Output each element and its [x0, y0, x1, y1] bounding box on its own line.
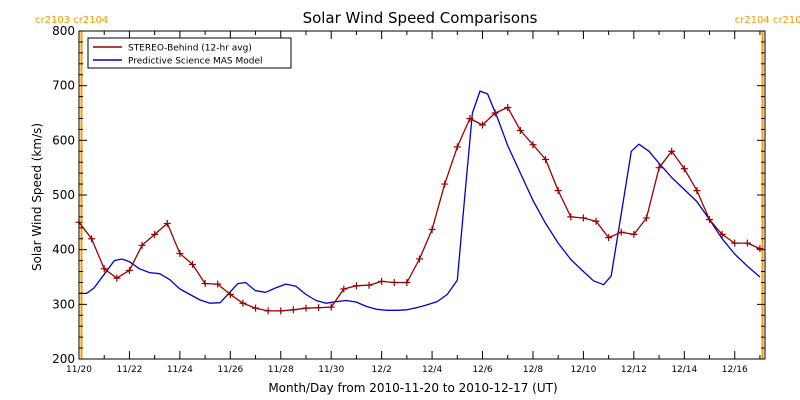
data-point-series-0	[201, 280, 209, 288]
data-point-series-0	[352, 282, 360, 290]
data-point-series-0	[642, 214, 650, 222]
data-point-series-0	[365, 281, 373, 289]
y-tick-label: 200	[52, 352, 75, 366]
data-point-series-0	[214, 280, 222, 288]
data-point-series-0	[100, 265, 108, 273]
data-point-series-0	[125, 266, 133, 274]
legend: STEREO-Behind (12-hr avg) Predictive Scie…	[87, 37, 292, 69]
data-point-series-0	[264, 307, 272, 315]
x-tick-label: 11/28	[268, 365, 294, 375]
data-point-series-0	[516, 126, 524, 134]
data-point-series-0	[252, 304, 260, 312]
data-point-series-0	[441, 180, 449, 188]
data-point-series-0	[718, 230, 726, 238]
x-tick-label: 11/30	[318, 365, 344, 375]
data-point-series-0	[668, 147, 676, 155]
data-point-series-0	[453, 143, 461, 151]
data-point-series-0	[403, 278, 411, 286]
data-point-series-0	[340, 285, 348, 293]
data-point-series-0	[289, 306, 297, 314]
data-point-series-0	[554, 187, 562, 195]
data-point-series-0	[504, 104, 512, 112]
data-point-series-0	[693, 187, 701, 195]
x-tick-label: 11/22	[116, 365, 142, 375]
legend-box	[87, 37, 292, 69]
data-point-series-0	[542, 155, 550, 163]
x-tick-label: 11/26	[217, 365, 243, 375]
y-tick-label: 800	[52, 24, 75, 38]
x-tick-label: 12/16	[722, 365, 748, 375]
data-point-series-0	[113, 274, 121, 282]
x-tick-label: 12/12	[621, 365, 647, 375]
y-tick-label: 400	[52, 243, 75, 257]
data-point-series-0	[277, 307, 285, 315]
data-point-series-0	[680, 165, 688, 173]
data-point-series-0	[743, 239, 751, 247]
data-point-series-0	[138, 241, 146, 249]
data-point-series-0	[239, 299, 247, 307]
chart-title: Solar Wind Speed Comparisons	[303, 9, 538, 27]
data-point-series-0	[378, 277, 386, 285]
data-point-series-0	[731, 239, 739, 247]
x-tick-label: 12/14	[671, 365, 697, 375]
x-tick-label: 11/24	[167, 365, 193, 375]
data-point-series-0	[617, 228, 625, 236]
data-point-series-0	[579, 214, 587, 222]
y-axis-label: Solar Wind Speed (km/s)	[30, 123, 44, 271]
data-point-series-0	[88, 235, 96, 243]
data-point-series-0	[706, 216, 714, 224]
x-tick-label: 11/20	[66, 365, 92, 375]
data-point-series-0	[479, 121, 487, 129]
data-series-layer	[75, 90, 764, 315]
legend-label-1: Predictive Science MAS Model	[128, 57, 263, 67]
y-tick-label: 500	[52, 188, 75, 202]
data-point-series-0	[327, 303, 335, 311]
data-point-series-0	[491, 109, 499, 117]
data-point-series-0	[188, 260, 196, 268]
data-point-series-0	[163, 219, 171, 227]
x-axis-label: Month/Day from 2010-11-20 to 2010-12-17 …	[268, 381, 557, 395]
series-line-1	[79, 90, 761, 311]
data-point-series-0	[315, 304, 323, 312]
x-tick-label: 12/2	[372, 365, 392, 375]
data-point-series-0	[428, 225, 436, 233]
data-point-series-0	[226, 290, 234, 298]
carrington-marker-label-left: cr2103 cr2104	[35, 15, 108, 26]
y-tick-label: 700	[52, 79, 75, 93]
data-point-series-0	[605, 234, 613, 242]
data-point-series-0	[567, 213, 575, 221]
data-point-series-0	[592, 217, 600, 225]
data-point-series-0	[176, 249, 184, 257]
axes-layer: 200 300 400 500 600 700 800 11/20 11/22 11/24 11/2…	[52, 24, 766, 375]
data-point-series-0	[630, 230, 638, 238]
y-tick-label: 300	[52, 297, 75, 311]
data-point-series-0	[151, 230, 159, 238]
carrington-marker-label-right: cr2104 cr2105	[735, 15, 800, 26]
data-point-series-0	[302, 304, 310, 312]
x-tick-label: 12/4	[422, 365, 442, 375]
x-tick-label: 12/10	[570, 365, 596, 375]
x-tick-label: 12/6	[472, 365, 492, 375]
data-point-series-0	[655, 164, 663, 172]
data-point-series-0	[529, 141, 537, 149]
data-point-series-0	[390, 278, 398, 286]
x-tick-label: 12/8	[523, 365, 543, 375]
data-point-series-0	[756, 245, 764, 253]
data-point-series-0	[415, 255, 423, 263]
data-point-series-0	[466, 114, 474, 122]
y-tick-label: 600	[52, 133, 75, 147]
legend-label-0: STEREO-Behind (12-hr avg)	[128, 44, 252, 54]
